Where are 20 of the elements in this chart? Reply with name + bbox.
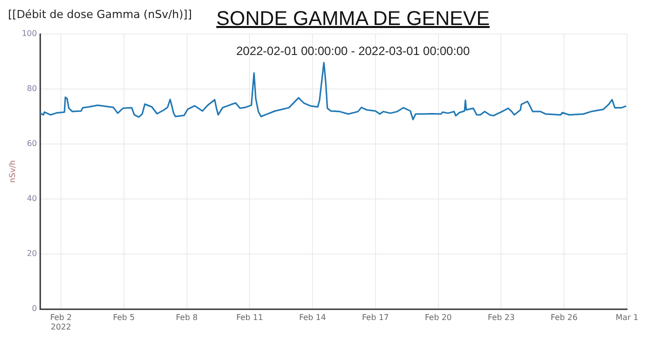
x-tick-label: Feb 2 2022 xyxy=(50,312,72,332)
x-tick-label: Feb 23 xyxy=(488,312,515,322)
y-tick-label: 40 xyxy=(26,194,37,204)
x-tick-label: Feb 17 xyxy=(362,312,389,322)
x-tick-label: Feb 5 xyxy=(112,312,135,322)
x-tick-label: Feb 14 xyxy=(299,312,326,322)
x-tick-label: Feb 11 xyxy=(236,312,264,322)
x-tick-label: Feb 20 xyxy=(424,312,452,322)
x-tick-label: Feb 8 xyxy=(176,312,198,322)
text: [[Débit de dose Gamma (nSv/h)]] xyxy=(8,8,192,21)
y-axis-title: nSv/h xyxy=(8,160,17,183)
x-tick-label: Feb 26 xyxy=(550,312,578,322)
y-tick-label: 0 xyxy=(32,304,37,314)
chart-title: SONDE GAMMA DE GENEVE xyxy=(216,8,490,30)
text: 2022-02-01 00:00:00 - 2022-03-01 00:00:00 xyxy=(235,44,471,58)
y-tick-label: 80 xyxy=(26,84,37,94)
y-tick-label: 60 xyxy=(26,139,37,148)
x-tick-label: Mar 1 xyxy=(616,312,638,322)
y-tick-label: 100 xyxy=(22,29,37,38)
y-tick-label: 20 xyxy=(26,249,37,258)
